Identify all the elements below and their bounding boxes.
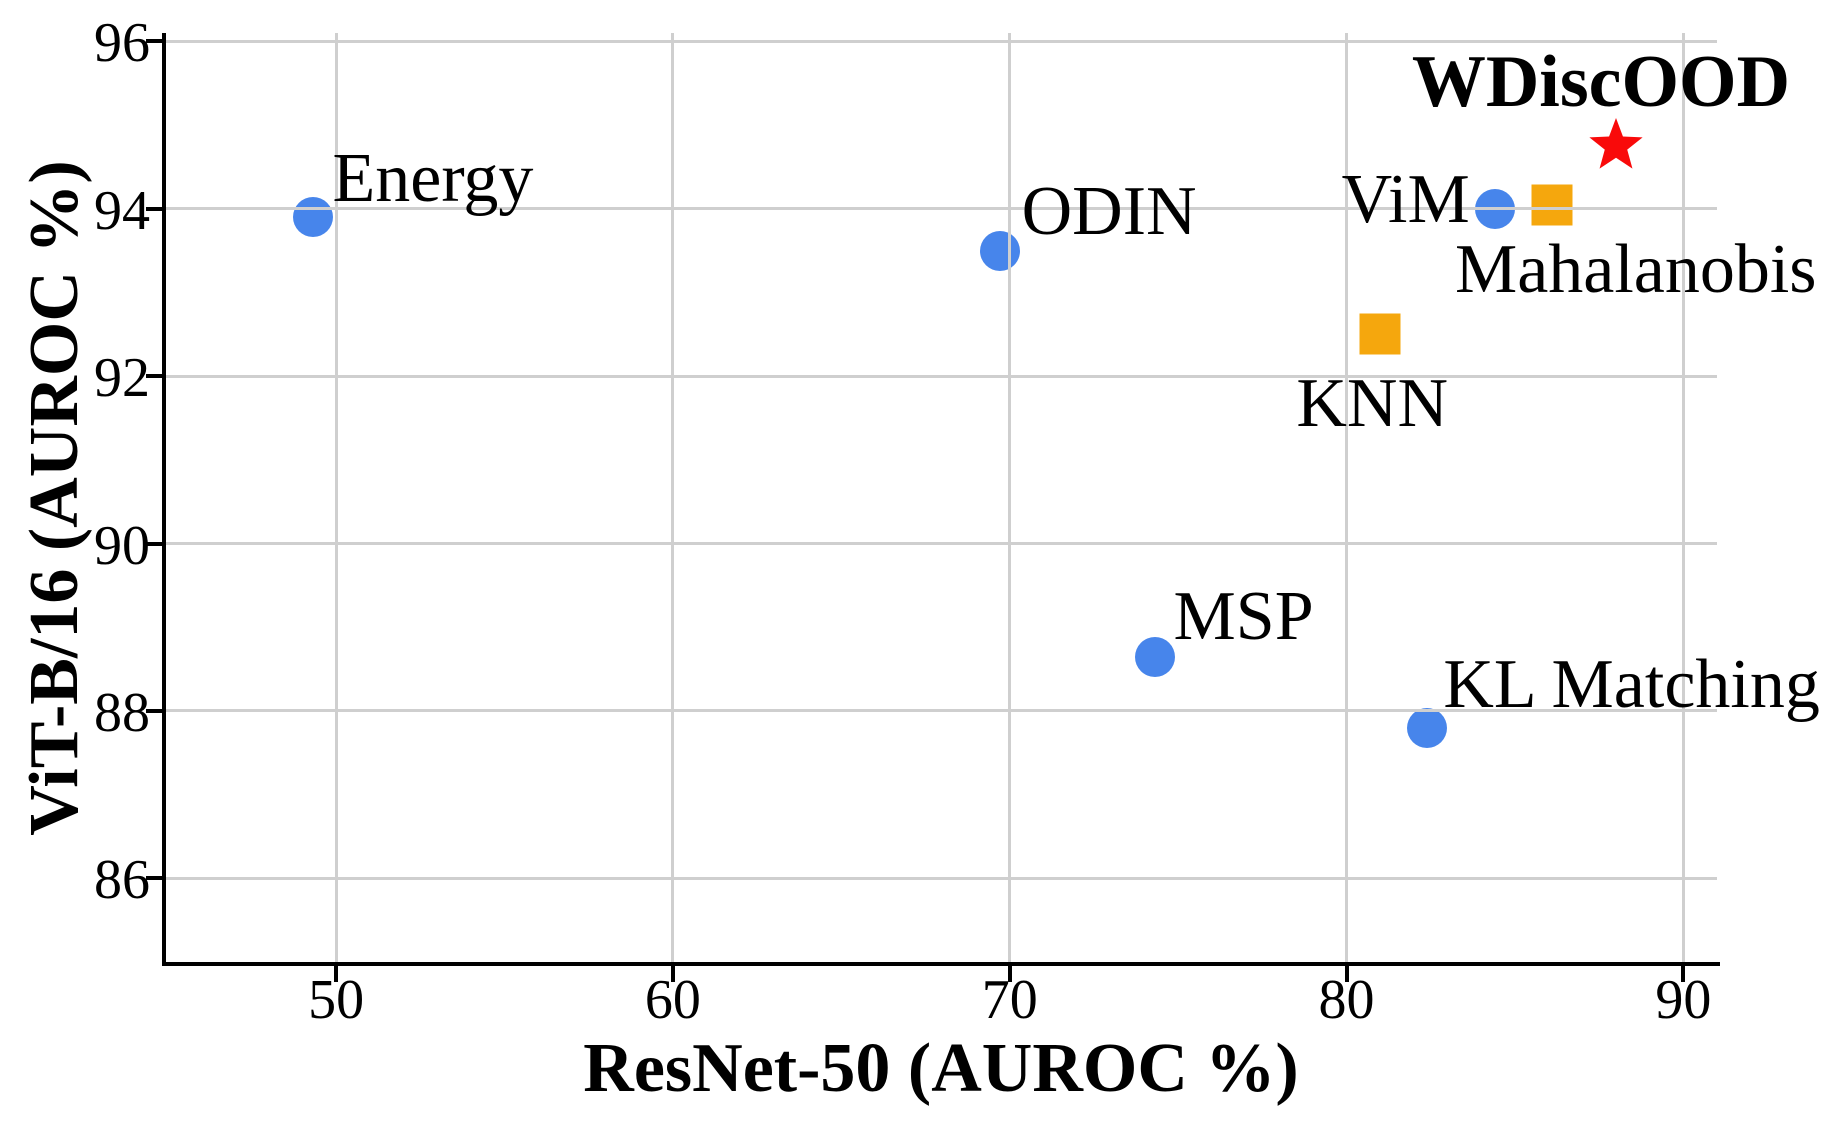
tick-label-x-90: 90 [1655,969,1712,1031]
gridline-y-92 [166,374,1717,378]
marker-wdiscood [1588,117,1644,174]
tick-label-x-60: 60 [644,969,701,1031]
tick-y-92 [146,374,162,379]
gridline-y-90 [166,542,1717,546]
point-label-knn: KNN [1296,365,1449,443]
gridline-x-70 [1008,33,1012,962]
tick-label-y-96: 96 [94,12,150,75]
point-label-kl-matching: KL Matching [1443,645,1820,723]
gridline-y-96 [166,39,1717,43]
tick-y-94 [146,206,162,211]
point-label-odin: ODIN [1021,172,1197,250]
point-label-wdiscood: WDiscOOD [1411,40,1791,123]
tick-y-86 [146,876,162,881]
tick-label-y-94: 94 [94,179,150,242]
x-axis-spine [162,962,1720,966]
tick-label-x-80: 80 [1318,969,1375,1031]
x-axis-label: ResNet-50 (AUROC %) [583,1030,1299,1107]
gridline-x-90 [1681,33,1685,962]
marker-knn [1359,313,1401,355]
point-label-msp: MSP [1173,577,1314,655]
marker-odin [979,230,1020,271]
tick-y-96 [146,39,162,44]
tick-x-90 [1681,966,1686,982]
tick-x-50 [334,966,339,982]
gridline-x-80 [1345,33,1348,962]
marker-energy [292,197,333,238]
tick-label-y-86: 86 [94,849,150,912]
tick-y-90 [146,541,162,546]
y-axis-spine [162,33,166,966]
point-label-vim: ViM [1341,160,1470,238]
gridline-x-60 [671,33,675,962]
tick-x-60 [670,966,675,982]
point-label-mahalanobis: Mahalanobis [1454,230,1817,308]
tick-label-x-50: 50 [308,969,365,1031]
tick-label-y-90: 90 [94,514,150,577]
tick-label-x-70: 70 [981,969,1038,1031]
tick-x-70 [1007,966,1012,982]
tick-x-80 [1344,966,1349,982]
gridline-y-86 [166,876,1717,880]
gridline-x-50 [334,33,338,962]
marker-mahalanobis [1531,184,1573,226]
marker-msp [1134,636,1175,677]
tick-label-y-88: 88 [94,681,150,744]
y-axis-label: ViT-B/16 (AUROC %) [16,160,93,836]
gridline-y-94 [166,207,1717,211]
marker-kl-matching [1407,707,1448,748]
gridline-y-88 [166,709,1717,713]
tick-label-y-92: 92 [94,347,150,410]
point-label-energy: Energy [332,140,534,218]
tick-y-88 [146,708,162,713]
